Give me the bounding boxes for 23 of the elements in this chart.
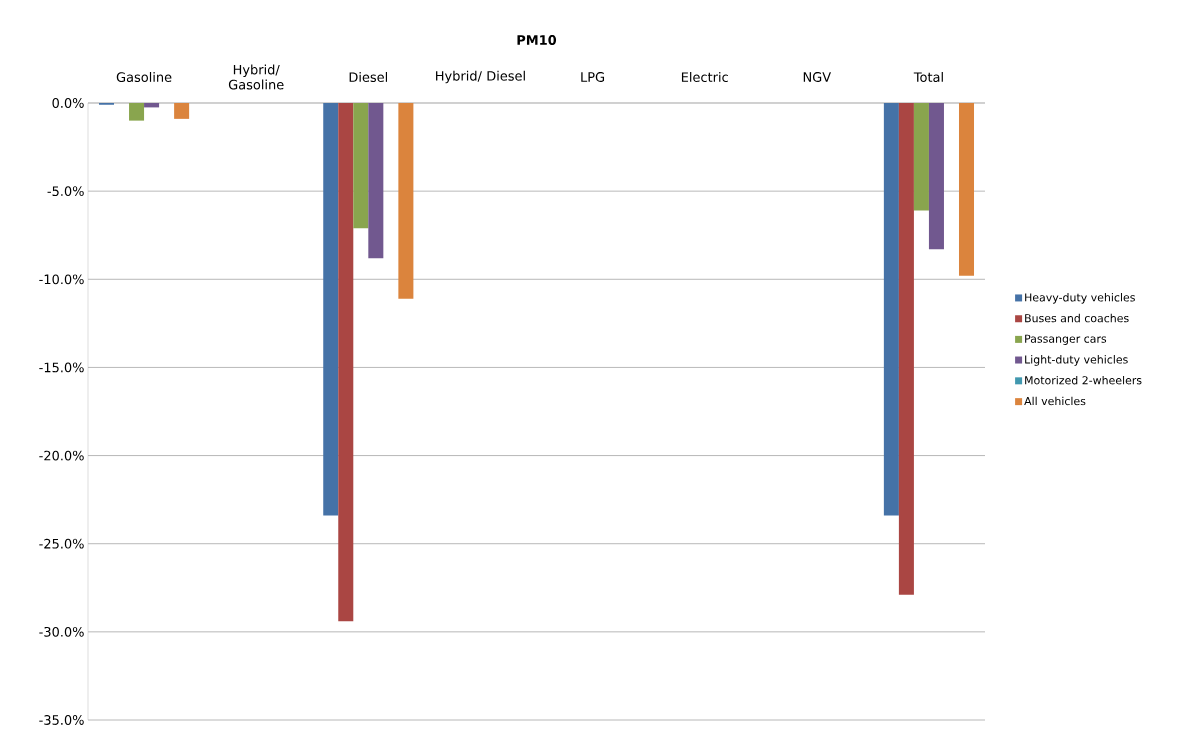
x-tick-label: Hybrid/ Gasoline bbox=[228, 64, 284, 90]
legend-label: Heavy-duty vehicles bbox=[1025, 293, 1135, 304]
x-tick-label: Hybrid/ Diesel bbox=[436, 70, 525, 84]
y-tick-label: -20.0% bbox=[39, 450, 84, 461]
legend-label: All vehicles bbox=[1024, 396, 1086, 406]
legend-label: Passanger cars bbox=[1025, 334, 1107, 345]
y-tick-label: -25.0% bbox=[39, 538, 84, 549]
x-tick-label: Gasoline bbox=[116, 71, 172, 83]
legend-label: Light-duty vehicles bbox=[1025, 355, 1128, 366]
x-tick-label: Total bbox=[913, 71, 943, 83]
y-tick-label: -35.0% bbox=[39, 715, 84, 725]
y-tick-label: -15.0% bbox=[39, 362, 84, 373]
x-tick-label: Electric bbox=[681, 71, 728, 83]
y-tick-label: -10.0% bbox=[39, 274, 84, 285]
legend-label: Buses and coaches bbox=[1025, 313, 1129, 323]
x-tick-label: LPG bbox=[581, 72, 605, 82]
y-tick-label: -5.0% bbox=[47, 186, 84, 197]
y-tick-label: 0.0% bbox=[52, 98, 84, 108]
chart-title: PM10 bbox=[517, 35, 557, 45]
x-tick-label: Diesel bbox=[349, 71, 388, 83]
legend-label: Motorized 2-wheelers bbox=[1025, 375, 1142, 385]
x-tick-label: NGV bbox=[803, 72, 831, 82]
y-tick-label: -30.0% bbox=[39, 626, 84, 637]
